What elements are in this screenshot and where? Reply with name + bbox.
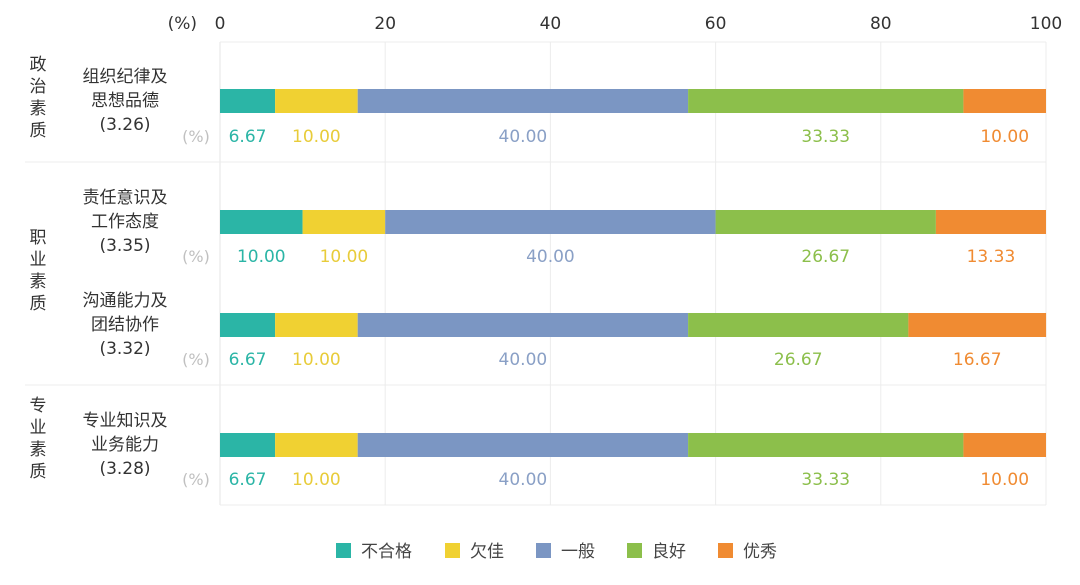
bar-segment: [385, 210, 716, 234]
group-label: 素: [30, 272, 47, 292]
category-label: 责任意识及: [83, 188, 168, 208]
row-unit-label: (%): [182, 127, 210, 146]
data-label: 10.00: [980, 470, 1029, 490]
data-label: 40.00: [499, 127, 548, 147]
bar-segment: [715, 210, 936, 234]
bar-segment: [302, 210, 386, 234]
category-label: 团结协作: [91, 315, 159, 335]
row-unit-label: (%): [182, 350, 210, 369]
legend-label: 良好: [652, 542, 686, 562]
data-label: 6.67: [229, 350, 267, 370]
category-label: 思想品德: [91, 91, 159, 111]
legend-label: 一般: [561, 542, 595, 562]
data-label: 10.00: [320, 247, 369, 267]
category-label: 专业知识及: [83, 411, 168, 431]
category-label: 沟通能力及: [83, 291, 168, 311]
bar-segment: [963, 433, 1046, 457]
data-label: 33.33: [801, 127, 850, 147]
data-label: 6.67: [229, 470, 267, 490]
category-label: 工作态度: [91, 212, 159, 232]
bar-segment: [357, 89, 689, 113]
data-label: 10.00: [292, 350, 341, 370]
axis-unit-label: (%): [168, 14, 197, 34]
x-tick-label: 100: [1030, 14, 1062, 34]
group-label: 专: [30, 396, 47, 416]
data-label: 16.67: [953, 350, 1002, 370]
row-unit-label: (%): [182, 470, 210, 489]
bar-segment: [935, 210, 1046, 234]
x-tick-label: 0: [215, 14, 226, 34]
group-label: 质: [30, 121, 47, 141]
legend-label: 优秀: [743, 542, 777, 562]
bar-segment: [275, 433, 358, 457]
data-label: 6.67: [229, 127, 267, 147]
data-label: 10.00: [292, 127, 341, 147]
legend-swatch: [336, 543, 351, 558]
x-tick-label: 20: [374, 14, 396, 34]
data-label: 10.00: [292, 470, 341, 490]
data-label: 10.00: [980, 127, 1029, 147]
x-tick-label: 80: [870, 14, 892, 34]
category-label: (3.28): [99, 459, 150, 479]
category-label: 组织纪律及: [83, 67, 168, 87]
bar-segment: [275, 89, 358, 113]
bar-segment: [908, 313, 1047, 337]
legend-swatch: [627, 543, 642, 558]
group-label: 业: [30, 250, 47, 270]
bar-segment: [220, 313, 276, 337]
legend-label: 不合格: [361, 542, 412, 562]
row-unit-label: (%): [182, 247, 210, 266]
group-label: 职: [30, 228, 47, 248]
bar-segment: [357, 313, 689, 337]
bar-segment: [357, 433, 689, 457]
data-label: 26.67: [801, 247, 850, 267]
bar-segment: [688, 313, 909, 337]
data-label: 10.00: [237, 247, 286, 267]
bar-segment: [688, 89, 964, 113]
bar-segment: [688, 433, 964, 457]
group-label: 素: [30, 440, 47, 460]
category-label: (3.26): [99, 115, 150, 135]
data-label: 40.00: [499, 350, 548, 370]
data-label: 33.33: [801, 470, 850, 490]
category-label: (3.35): [99, 236, 150, 256]
legend-label: 欠佳: [470, 542, 504, 562]
bar-segment: [220, 433, 276, 457]
data-label: 26.67: [774, 350, 823, 370]
bar-segment: [275, 313, 358, 337]
legend-swatch: [718, 543, 733, 558]
category-label: 业务能力: [91, 435, 159, 455]
group-label: 素: [30, 99, 47, 119]
data-label: 13.33: [967, 247, 1016, 267]
data-label: 40.00: [526, 247, 575, 267]
legend-swatch: [536, 543, 551, 558]
category-label: (3.32): [99, 339, 150, 359]
group-label: 质: [30, 294, 47, 314]
group-label: 治: [30, 77, 47, 97]
bar-segment: [220, 210, 303, 234]
x-tick-label: 60: [705, 14, 727, 34]
x-tick-label: 40: [540, 14, 562, 34]
group-label: 业: [30, 418, 47, 438]
bar-segment: [963, 89, 1046, 113]
group-label: 政: [30, 55, 47, 75]
group-label: 质: [30, 462, 47, 482]
legend-swatch: [445, 543, 460, 558]
bar-segment: [220, 89, 276, 113]
data-label: 40.00: [499, 470, 548, 490]
